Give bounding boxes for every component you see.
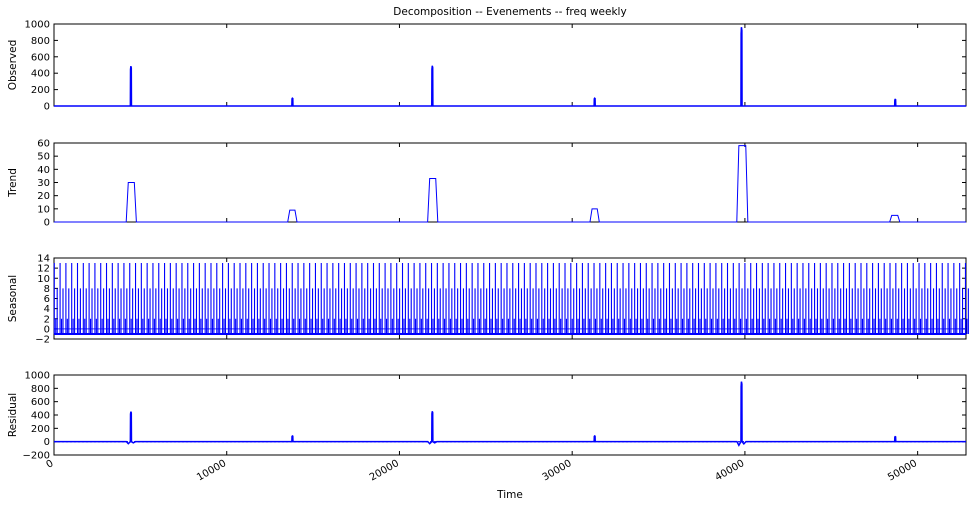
y-tick-label-seasonal: 4	[44, 304, 50, 315]
y-tick-label-seasonal: 2	[44, 314, 50, 325]
y-tick-label-seasonal: 6	[44, 294, 50, 305]
y-tick-label-trend: 0	[44, 218, 50, 229]
y-tick-label-trend: 60	[37, 139, 50, 150]
y-tick-label-seasonal: 14	[37, 254, 50, 265]
y-tick-label-trend: 40	[37, 165, 50, 176]
y-axis-label-seasonal: Seasonal	[7, 275, 19, 322]
series-line-seasonal	[53, 263, 969, 334]
y-tick-label-trend: 50	[37, 152, 50, 163]
y-tick-label-seasonal: 8	[44, 284, 50, 295]
y-axis-label-trend: Trend	[7, 168, 19, 198]
y-tick-label-observed: 400	[31, 69, 50, 80]
y-tick-label-trend: 30	[37, 178, 50, 189]
y-tick-label-observed: 0	[44, 102, 50, 113]
series-line-trend	[54, 145, 966, 223]
y-axis-label-residual: Residual	[7, 393, 19, 437]
figure-title: Decomposition -- Evenements -- freq week…	[393, 6, 626, 18]
y-axis-label-observed: Observed	[7, 40, 19, 91]
y-tick-label-residual: 600	[31, 397, 50, 408]
y-tick-label-residual: −200	[23, 451, 50, 462]
y-tick-label-residual: 400	[31, 411, 50, 422]
y-tick-label-observed: 600	[31, 52, 50, 63]
y-tick-label-observed: 800	[31, 36, 50, 47]
y-tick-label-seasonal: −2	[35, 335, 50, 346]
y-tick-label-residual: 800	[31, 384, 50, 395]
y-tick-label-seasonal: 12	[37, 264, 50, 275]
series-line-observed	[54, 27, 966, 107]
panels-group: 02004006008001000Observed0102030405060Tr…	[7, 20, 969, 484]
y-tick-label-seasonal: 0	[44, 324, 50, 335]
x-tick-label: 0	[44, 458, 55, 471]
y-tick-label-trend: 20	[37, 191, 50, 202]
panel-trend: 0 10 20 30 40 50 60 Trend	[7, 139, 967, 229]
y-tick-label-seasonal: 10	[37, 274, 50, 285]
y-tick-label-observed: 1000	[25, 20, 50, 31]
panel-observed: 0 200 400 600 800 1000 Observed	[7, 20, 967, 113]
x-axis-label: Time	[496, 489, 523, 501]
y-tick-label-residual: 0	[44, 437, 50, 448]
y-tick-label-residual: 1000	[25, 371, 50, 382]
y-tick-label-residual: 200	[31, 424, 50, 435]
y-tick-label-trend: 10	[37, 204, 50, 215]
y-tick-label-observed: 200	[31, 85, 50, 96]
